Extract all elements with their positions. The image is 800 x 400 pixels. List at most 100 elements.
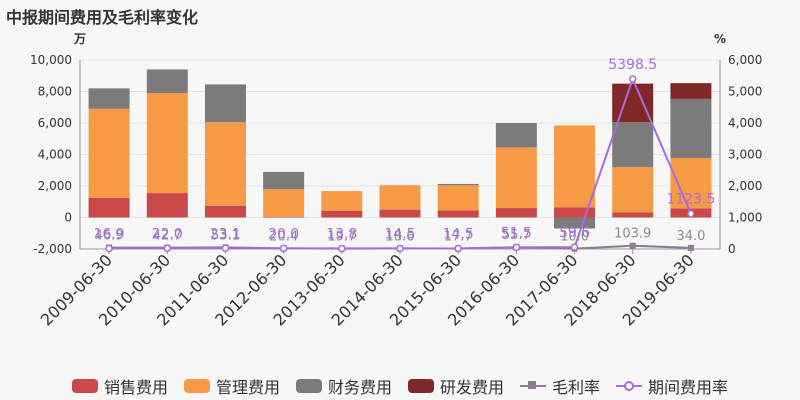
- point-期间费用率: [163, 244, 172, 253]
- data-label-毛利率: 46.9: [95, 229, 124, 244]
- data-label-期间费用率: 14.5: [384, 227, 415, 243]
- right-tick-label: 5,000: [728, 85, 762, 99]
- chart-title: 中报期间费用及毛利率变化: [6, 8, 199, 27]
- bar-管理费用: [379, 185, 421, 210]
- data-label-期间费用率: 14.5: [443, 227, 474, 243]
- right-tick-label: 0: [728, 242, 736, 256]
- point-期间费用率: [279, 244, 288, 253]
- data-label-毛利率: 103.9: [614, 227, 651, 242]
- bar-财务费用: [88, 88, 130, 109]
- legend-line-swatch: [616, 379, 643, 393]
- bar-财务费用: [204, 84, 246, 123]
- data-label-毛利率: 19.7: [327, 229, 356, 244]
- bar-研发费用: [670, 83, 712, 99]
- data-label-毛利率: 20.4: [269, 229, 298, 244]
- legend-swatch: [295, 379, 322, 393]
- point-毛利率: [687, 244, 694, 251]
- right-axis-unit: %: [714, 32, 726, 46]
- data-label-期间费用率: 22.0: [152, 226, 183, 242]
- legend-item[interactable]: 财务费用: [295, 374, 392, 398]
- data-label-期间费用率: 13.8: [326, 227, 357, 243]
- left-tick-label: 6,000: [38, 116, 72, 130]
- bar-销售费用: [379, 209, 421, 218]
- legend-item[interactable]: 毛利率: [520, 374, 600, 398]
- data-label-毛利率: 55.7: [502, 228, 531, 243]
- bar-财务费用: [554, 217, 596, 229]
- bar-管理费用: [263, 189, 305, 217]
- legend-label: 财务费用: [327, 378, 392, 397]
- legend-label: 毛利率: [552, 378, 601, 397]
- point-期间费用率: [687, 209, 695, 218]
- bar-管理费用: [612, 167, 654, 213]
- bar-财务费用: [146, 69, 188, 94]
- left-tick-label: -2,000: [33, 242, 72, 256]
- bar-管理费用: [554, 125, 596, 208]
- legend-swatch: [71, 379, 98, 393]
- data-label-期间费用率: 1123.5: [666, 192, 715, 208]
- point-期间费用率: [570, 243, 579, 251]
- left-axis-unit: 万: [73, 32, 86, 46]
- bar-管理费用: [88, 108, 130, 198]
- bar-销售费用: [437, 210, 479, 218]
- bar-研发费用: [612, 83, 654, 123]
- bar-销售费用: [554, 207, 596, 218]
- bar-销售费用: [321, 210, 363, 218]
- legend-item[interactable]: 研发费用: [408, 374, 504, 398]
- bar-销售费用: [88, 197, 130, 218]
- legend-label: 管理费用: [215, 378, 280, 397]
- right-tick-label: 3,000: [728, 148, 762, 162]
- data-label-期间费用率: 20.0: [268, 226, 299, 242]
- bar-管理费用: [437, 185, 479, 211]
- bar-管理费用: [204, 122, 246, 206]
- right-tick-label: 2,000: [728, 179, 762, 193]
- right-tick-label: 6,000: [728, 53, 762, 67]
- right-tick-label: 1,000: [728, 211, 762, 225]
- point-期间费用率: [512, 243, 521, 252]
- bar-财务费用: [495, 123, 537, 148]
- left-tick-label: 0: [64, 211, 72, 225]
- point-期间费用率: [221, 244, 230, 253]
- data-label-期间费用率: 51.5: [501, 225, 532, 241]
- legend-item[interactable]: 销售费用: [71, 374, 168, 398]
- data-label-期间费用率: 59.6: [559, 225, 590, 241]
- bar-销售费用: [495, 208, 537, 218]
- bar-销售费用: [204, 205, 246, 218]
- line-期间费用率: [109, 76, 692, 250]
- bar-销售费用: [263, 216, 305, 218]
- bar-管理费用: [146, 93, 188, 194]
- legend-label: 期间费用率: [648, 378, 729, 397]
- legend-label: 研发费用: [440, 378, 505, 397]
- data-label-毛利率: 17.7: [444, 229, 473, 244]
- data-label-毛利率: 42.7: [153, 229, 182, 244]
- data-label-期间费用率: 16.9: [94, 226, 125, 242]
- legend-label: 销售费用: [103, 378, 168, 397]
- data-label-毛利率: 10.0: [560, 230, 589, 245]
- legend-item[interactable]: 期间费用率: [616, 374, 728, 398]
- left-tick-label: 4,000: [38, 148, 72, 162]
- legend-line-swatch: [520, 379, 547, 393]
- point-期间费用率: [628, 75, 637, 83]
- data-label-期间费用率: 5398.5: [608, 57, 657, 73]
- left-tick-label: 10,000: [30, 53, 72, 67]
- right-tick-label: 4,000: [728, 116, 762, 130]
- bar-财务费用: [670, 98, 712, 158]
- data-label-毛利率: 53.1: [211, 228, 240, 243]
- left-tick-label: 8,000: [38, 85, 72, 99]
- bar-财务费用: [437, 183, 479, 186]
- point-期间费用率: [454, 244, 462, 253]
- point-期间费用率: [105, 244, 113, 253]
- point-期间费用率: [396, 244, 404, 253]
- data-label-期间费用率: 23.1: [210, 226, 241, 242]
- bar-管理费用: [495, 147, 537, 209]
- bar-财务费用: [612, 122, 654, 168]
- bar-销售费用: [612, 212, 654, 218]
- legend-item[interactable]: 管理费用: [183, 374, 280, 398]
- left-tick-label: 2,000: [38, 179, 72, 193]
- legend: 销售费用 管理费用 财务费用 研发费用 毛利率 期间费用率: [0, 374, 800, 398]
- bar-财务费用: [263, 171, 305, 190]
- point-期间费用率: [338, 244, 346, 253]
- data-label-毛利率: 34.0: [676, 229, 705, 244]
- bar-管理费用: [321, 191, 363, 211]
- legend-swatch: [183, 379, 210, 393]
